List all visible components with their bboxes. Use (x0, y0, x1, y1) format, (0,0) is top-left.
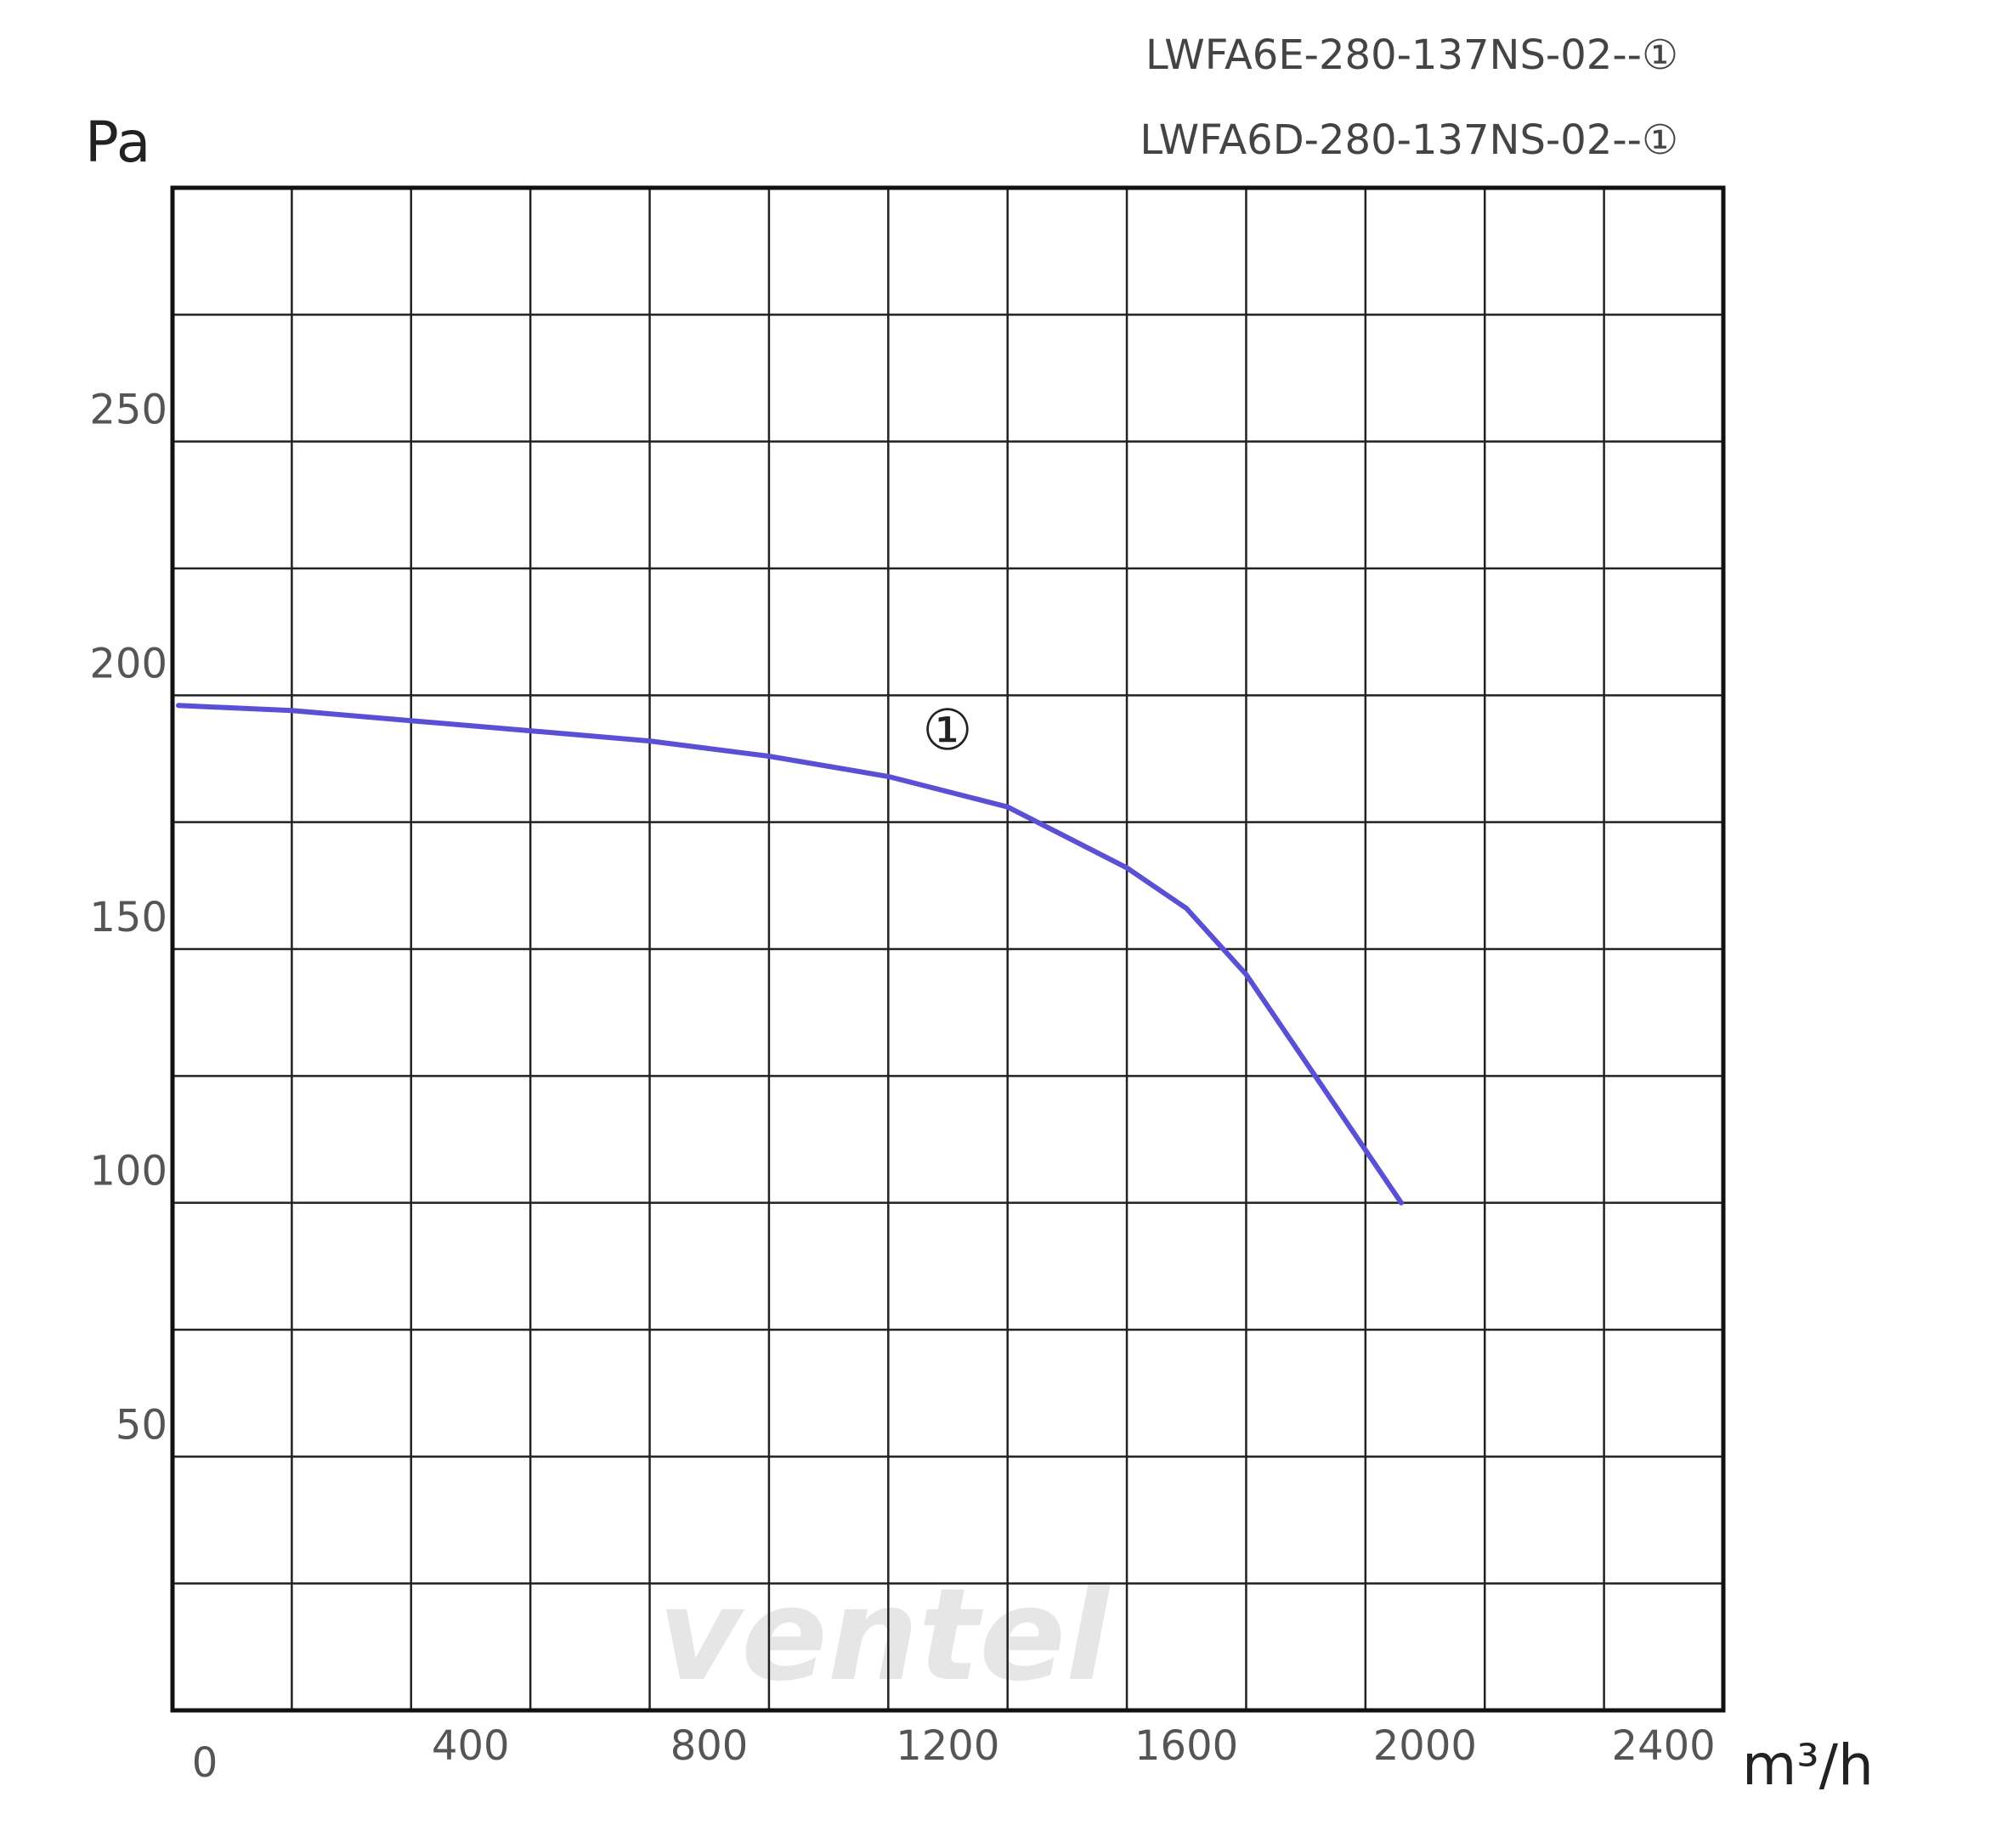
model-label: LWFA6E-280-137NS-02--① (1145, 31, 1678, 79)
y-axis-label: Pa (85, 110, 150, 175)
x-tick-label: 400 (432, 1722, 510, 1770)
curve-annotation: ① (922, 698, 972, 763)
x-tick-label: 1200 (896, 1722, 999, 1770)
y-tick-label: 200 (89, 640, 167, 687)
y-tick-label: 50 (116, 1401, 167, 1449)
fan-curve (176, 703, 1404, 1206)
model-label: LWFA6D-280-137NS-02--① (1140, 116, 1678, 164)
x-tick-label: 800 (670, 1722, 749, 1770)
x-tick-label: 2000 (1373, 1722, 1477, 1770)
x-tick-label: 1600 (1134, 1722, 1238, 1770)
plot-border (170, 185, 1726, 1713)
watermark: ventel (658, 1562, 1111, 1710)
y-tick-label: 250 (89, 387, 167, 434)
y-tick-label: 100 (89, 1148, 167, 1195)
y-tick-label: 150 (89, 894, 167, 941)
x-axis-label: m³/h (1742, 1732, 1874, 1798)
x-tick-label: 0 (192, 1739, 218, 1787)
x-tick-label: 2400 (1612, 1722, 1716, 1770)
